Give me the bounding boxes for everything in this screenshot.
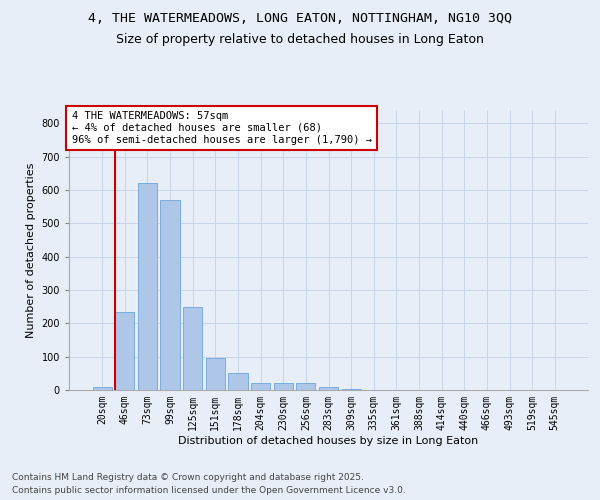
Text: Contains public sector information licensed under the Open Government Licence v3: Contains public sector information licen… xyxy=(12,486,406,495)
Bar xyxy=(115,312,134,390)
Text: Contains HM Land Registry data © Crown copyright and database right 2025.: Contains HM Land Registry data © Crown c… xyxy=(12,474,364,482)
Y-axis label: Number of detached properties: Number of detached properties xyxy=(26,162,36,338)
Bar xyxy=(274,383,293,390)
Bar xyxy=(319,388,338,390)
Bar xyxy=(183,306,202,390)
Text: Size of property relative to detached houses in Long Eaton: Size of property relative to detached ho… xyxy=(116,32,484,46)
Bar xyxy=(229,374,248,390)
Bar xyxy=(138,184,157,390)
Bar xyxy=(206,358,225,390)
Bar xyxy=(160,200,180,390)
Bar xyxy=(341,388,361,390)
Bar xyxy=(296,382,316,390)
Bar xyxy=(251,382,270,390)
X-axis label: Distribution of detached houses by size in Long Eaton: Distribution of detached houses by size … xyxy=(178,436,479,446)
Bar xyxy=(92,386,112,390)
Text: 4 THE WATERMEADOWS: 57sqm
← 4% of detached houses are smaller (68)
96% of semi-d: 4 THE WATERMEADOWS: 57sqm ← 4% of detach… xyxy=(71,112,371,144)
Text: 4, THE WATERMEADOWS, LONG EATON, NOTTINGHAM, NG10 3QQ: 4, THE WATERMEADOWS, LONG EATON, NOTTING… xyxy=(88,12,512,26)
